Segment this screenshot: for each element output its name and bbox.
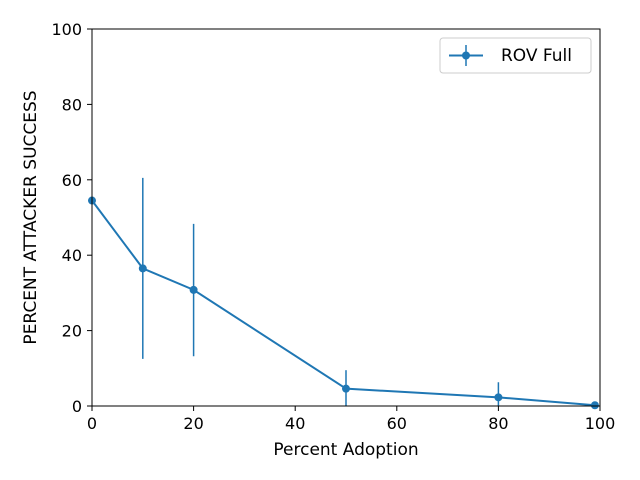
x-tick-label: 60 — [387, 414, 407, 433]
y-tick-label: 60 — [62, 171, 82, 190]
data-point — [342, 384, 350, 393]
y-tick-label: 0 — [72, 397, 82, 416]
axes-frame — [91, 28, 601, 407]
x-tick-label: 80 — [488, 414, 508, 433]
legend: ROV Full — [439, 37, 592, 74]
y-tick-label: 100 — [51, 20, 82, 39]
series-line — [91, 199, 596, 407]
data-point — [189, 285, 198, 294]
x-tick-label: 100 — [585, 414, 616, 433]
y-axis: 0 20 40 60 80 100 — [51, 20, 92, 416]
y-axis-label: PERCENT ATTACKER SUCCESS — [21, 90, 41, 344]
x-axis-label: Percent Adoption — [273, 440, 418, 460]
x-axis: 0 20 40 60 80 100 — [87, 406, 615, 433]
y-tick-label: 20 — [62, 322, 82, 341]
y-tick-label: 40 — [62, 246, 82, 265]
x-tick-label: 20 — [183, 414, 203, 433]
legend-box — [439, 37, 592, 74]
data-point — [138, 264, 147, 273]
legend-marker-icon — [462, 51, 470, 60]
x-tick-label: 0 — [87, 414, 97, 433]
plot-area — [88, 177, 599, 410]
data-point — [494, 393, 503, 402]
data-point — [590, 401, 599, 410]
legend-label: ROV Full — [501, 46, 572, 66]
x-tick-label: 40 — [285, 414, 305, 433]
y-tick-label: 80 — [62, 95, 82, 114]
